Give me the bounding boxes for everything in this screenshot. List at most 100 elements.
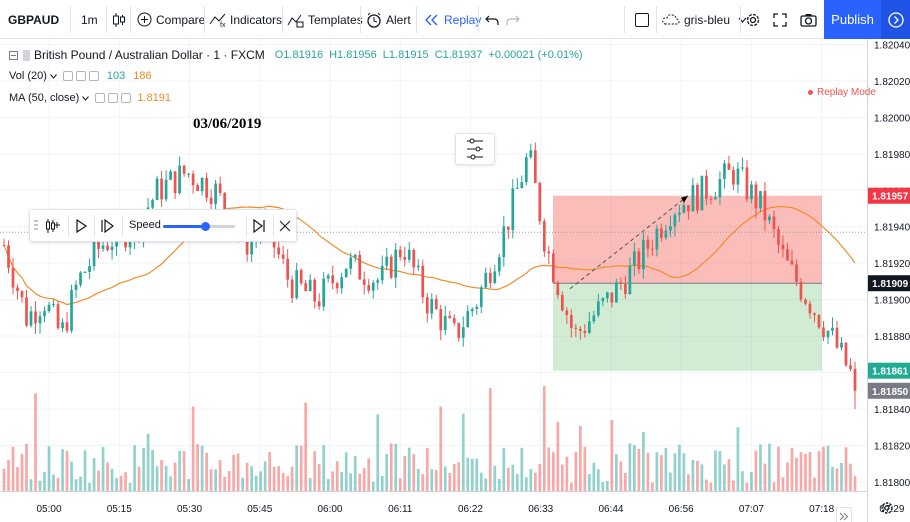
- candle-body: [574, 327, 578, 329]
- candle-body: [362, 279, 366, 285]
- volume-value: 103: [106, 70, 126, 82]
- settings-icon[interactable]: [75, 71, 86, 81]
- divider: [130, 6, 131, 33]
- volume-bar: [615, 454, 618, 491]
- speed-slider-knob[interactable]: [200, 222, 210, 231]
- publish-menu-button[interactable]: [881, 0, 910, 39]
- select-bar-button[interactable]: [44, 217, 62, 238]
- volume-bar: [196, 444, 199, 491]
- close-icon[interactable]: [121, 93, 132, 103]
- candle-body: [65, 322, 69, 331]
- volume-bar: [47, 446, 51, 491]
- price-chart[interactable]: 1.820401.820201.820001.819801.819601.819…: [0, 39, 910, 522]
- candle-body: [759, 191, 762, 209]
- select-all-checkbox[interactable]: [635, 0, 649, 39]
- drawing-toolbar[interactable]: [455, 133, 495, 165]
- fullscreen-icon: [773, 12, 787, 27]
- volume-bar: [479, 472, 483, 491]
- volume-bar: [840, 462, 843, 491]
- volume-bar: [56, 477, 60, 491]
- volume-bar: [799, 452, 803, 491]
- volume-bar: [115, 478, 118, 491]
- candle-body: [61, 322, 64, 329]
- alert-button[interactable]: Alert: [366, 0, 411, 39]
- volume-bar: [556, 422, 560, 491]
- visibility-icon[interactable]: [62, 71, 73, 81]
- candle-body: [430, 298, 434, 314]
- divider: [68, 215, 69, 237]
- chart-type-button[interactable]: [112, 0, 126, 39]
- scroll-to-realtime-button[interactable]: [836, 507, 852, 522]
- volume-bar: [781, 477, 785, 491]
- compare-button[interactable]: Compare: [137, 0, 205, 39]
- volume-bar: [349, 473, 353, 491]
- close-icon[interactable]: [279, 220, 291, 235]
- candles-icon: [112, 12, 126, 28]
- volume-bar: [682, 453, 686, 491]
- candle-body: [421, 265, 425, 298]
- publish-button[interactable]: Publish: [824, 0, 881, 39]
- volume-bar: [461, 413, 465, 491]
- visibility-icon[interactable]: [95, 93, 106, 103]
- jump-to-realtime-button[interactable]: [252, 218, 266, 236]
- volume-bar: [763, 463, 767, 491]
- price-label-text: 1.81909: [872, 279, 909, 290]
- chevron-down-icon[interactable]: [82, 95, 90, 101]
- chevron-down-icon[interactable]: [50, 73, 57, 79]
- chart-area[interactable]: 1.820401.820201.820001.819801.819601.819…: [0, 39, 910, 522]
- undo-button[interactable]: [485, 0, 499, 39]
- snapshot-button[interactable]: [800, 0, 817, 39]
- candle-body: [691, 184, 695, 212]
- collapse-legend-icon[interactable]: [9, 50, 18, 60]
- replay-label: Replay: [444, 12, 482, 27]
- price-tick-label: 1.81800: [874, 478, 910, 489]
- volume-bar: [587, 474, 591, 491]
- candle-body: [160, 178, 163, 200]
- fullscreen-button[interactable]: [773, 0, 787, 39]
- layout-menu[interactable]: gris-bleu: [662, 0, 747, 39]
- volume-bar: [709, 482, 713, 491]
- volume-bar: [412, 454, 416, 491]
- volume-bar: [578, 426, 582, 491]
- time-tick-label: 07:18: [809, 504, 834, 515]
- speed-slider[interactable]: [163, 222, 235, 231]
- candle-body: [799, 281, 803, 300]
- symbol-search[interactable]: GBPAUD: [8, 12, 60, 27]
- candle-body: [407, 249, 411, 260]
- volume-bar: [83, 450, 87, 491]
- volume-bar: [322, 444, 326, 491]
- settings-button[interactable]: [745, 0, 761, 39]
- long-position-tool: [553, 195, 822, 371]
- templates-button[interactable]: Templates: [287, 0, 363, 39]
- candle-body: [106, 245, 109, 251]
- candle-body: [601, 298, 605, 302]
- volume-bar: [574, 452, 578, 491]
- volume-bar: [551, 452, 555, 491]
- volume-bar: [430, 468, 434, 491]
- candle-body: [822, 327, 825, 338]
- candle-body: [849, 365, 852, 369]
- interval-select[interactable]: 1m: [81, 12, 98, 27]
- position-settings-icon[interactable]: [465, 138, 485, 160]
- volume-bar: [146, 433, 150, 491]
- play-button[interactable]: [74, 218, 88, 236]
- settings-icon[interactable]: [108, 93, 119, 103]
- date-annotation[interactable]: 03/06/2019: [193, 116, 262, 132]
- top-toolbar: GBPAUD 1m Compare fx Indicators Template…: [0, 0, 910, 39]
- candle-body: [34, 311, 37, 324]
- volume-bar: [655, 452, 659, 491]
- candle-body: [831, 327, 834, 331]
- candle-body: [502, 226, 506, 258]
- volume-legend-label[interactable]: Vol (20): [9, 70, 47, 82]
- speed-label: Speed: [129, 219, 161, 231]
- candle-body: [187, 173, 190, 175]
- indicators-button[interactable]: fx Indicators: [209, 0, 282, 39]
- step-forward-button[interactable]: [100, 218, 114, 236]
- redo-button[interactable]: [506, 0, 520, 39]
- replay-button[interactable]: Replay: [424, 0, 481, 39]
- close-icon[interactable]: [88, 71, 99, 81]
- drag-handle-icon[interactable]: [34, 220, 38, 235]
- candle-body: [367, 284, 371, 291]
- candle-body: [840, 342, 843, 348]
- ma-legend-label[interactable]: MA (50, close): [9, 92, 80, 104]
